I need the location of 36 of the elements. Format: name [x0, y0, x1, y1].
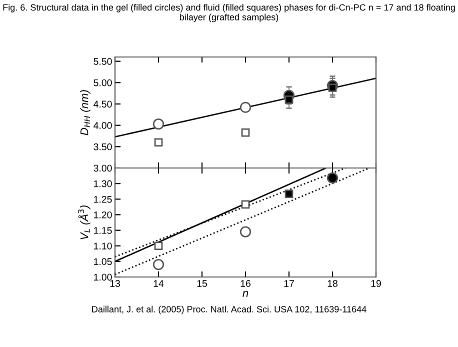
point: [152, 118, 164, 130]
point: [326, 172, 338, 184]
chart-title: Fig. 6. Structural data in the gel (filled circles) and fluid (filled squares) phases for di-Cn-PC n = 17 and 18 floating bilayer (grafted samples): [3, 4, 455, 22]
x-tick-label: 13: [110, 280, 120, 287]
x-tick-label: 15: [197, 280, 207, 287]
y-tick-label: 1.10: [94, 242, 112, 250]
y-tick-label: 5.00: [94, 79, 112, 86]
text: Daillant, J. et al. (2005) Proc. Natl. Acad. Sci. USA 102, 11639-11644: [92, 306, 366, 314]
point: [284, 190, 294, 198]
point: [152, 258, 164, 270]
point: [240, 102, 252, 113]
x-tick-label: 14: [154, 280, 164, 287]
x-tick-label: 18: [328, 280, 338, 287]
x-tick-label: 17: [284, 280, 294, 287]
point: [241, 128, 250, 137]
y-tick-label: 1.05: [94, 258, 112, 266]
y-tick-label: 4.50: [94, 100, 112, 108]
y-tick-label: 1.25: [94, 196, 112, 203]
x-tick-label: 16: [240, 280, 250, 287]
y-tick-label: 3.00: [94, 164, 112, 172]
y-axis-title: D$_{HH}$ (nm): [80, 90, 90, 136]
y-tick-label: 1.30: [94, 180, 112, 188]
y-tick-label: 4.00: [94, 122, 112, 129]
y-tick-label: 5.50: [94, 58, 112, 65]
point: [154, 138, 163, 147]
y-tick-label: 1.00: [94, 274, 112, 281]
point: [241, 200, 250, 209]
y-tick-label: 1.15: [94, 227, 112, 234]
point: [328, 84, 337, 92]
point: [240, 226, 252, 238]
y-tick-label: 3.50: [94, 143, 112, 150]
x-tick-label: 19: [371, 280, 381, 287]
x-axis-title: n: [242, 290, 248, 297]
y-axis-title: V$_{L}$ (Å$^{3}$): [78, 205, 90, 240]
point: [154, 242, 163, 250]
y-tick-label: 1.20: [94, 211, 112, 218]
